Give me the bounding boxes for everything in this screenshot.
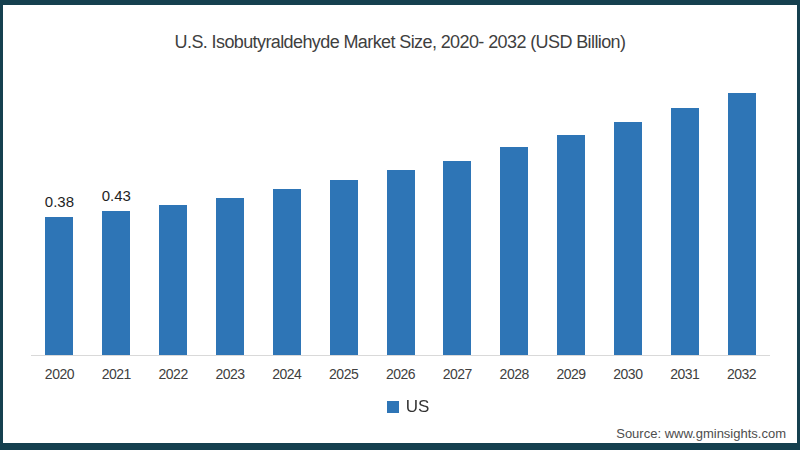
- x-axis-label-2028: 2028: [486, 366, 542, 382]
- bar-2021: [102, 211, 130, 355]
- legend-label-us: US: [406, 398, 430, 415]
- source-text: Source: www.gminsights.com: [616, 426, 786, 441]
- legend: US: [11, 398, 800, 415]
- x-axis-label-2031: 2031: [657, 366, 713, 382]
- x-axis-label-2021: 2021: [88, 366, 144, 382]
- bar-2022: [159, 205, 187, 355]
- bar-2030: [614, 122, 642, 355]
- chart-title: U.S. Isobutyraldehyde Market Size, 2020-…: [3, 31, 797, 53]
- x-axis-label-2027: 2027: [429, 366, 485, 382]
- x-axis-label-2024: 2024: [259, 366, 315, 382]
- bar-2031: [671, 108, 699, 355]
- x-axis-label-2025: 2025: [316, 366, 372, 382]
- bar-2027: [443, 161, 471, 355]
- x-axis-label-2023: 2023: [202, 366, 258, 382]
- value-label-2021: 0.43: [88, 188, 144, 204]
- value-label-2020: 0.38: [31, 194, 87, 210]
- bar-2020: [45, 217, 73, 355]
- x-axis-label-2029: 2029: [543, 366, 599, 382]
- chart-frame: U.S. Isobutyraldehyde Market Size, 2020-…: [0, 0, 800, 450]
- legend-swatch-us: [387, 401, 399, 413]
- bar-2028: [500, 147, 528, 355]
- bar-2029: [557, 135, 585, 355]
- x-axis-label-2026: 2026: [373, 366, 429, 382]
- bar-2032: [728, 93, 756, 355]
- x-axis-label-2022: 2022: [145, 366, 201, 382]
- bar-2025: [330, 180, 358, 355]
- x-axis-label-2020: 2020: [31, 366, 87, 382]
- bar-2023: [216, 198, 244, 355]
- plot-area: 0.3820200.432021202220232024202520262027…: [31, 80, 770, 356]
- x-axis-label-2030: 2030: [600, 366, 656, 382]
- bar-2026: [387, 170, 415, 355]
- x-axis-label-2032: 2032: [714, 366, 770, 382]
- bar-2024: [273, 189, 301, 355]
